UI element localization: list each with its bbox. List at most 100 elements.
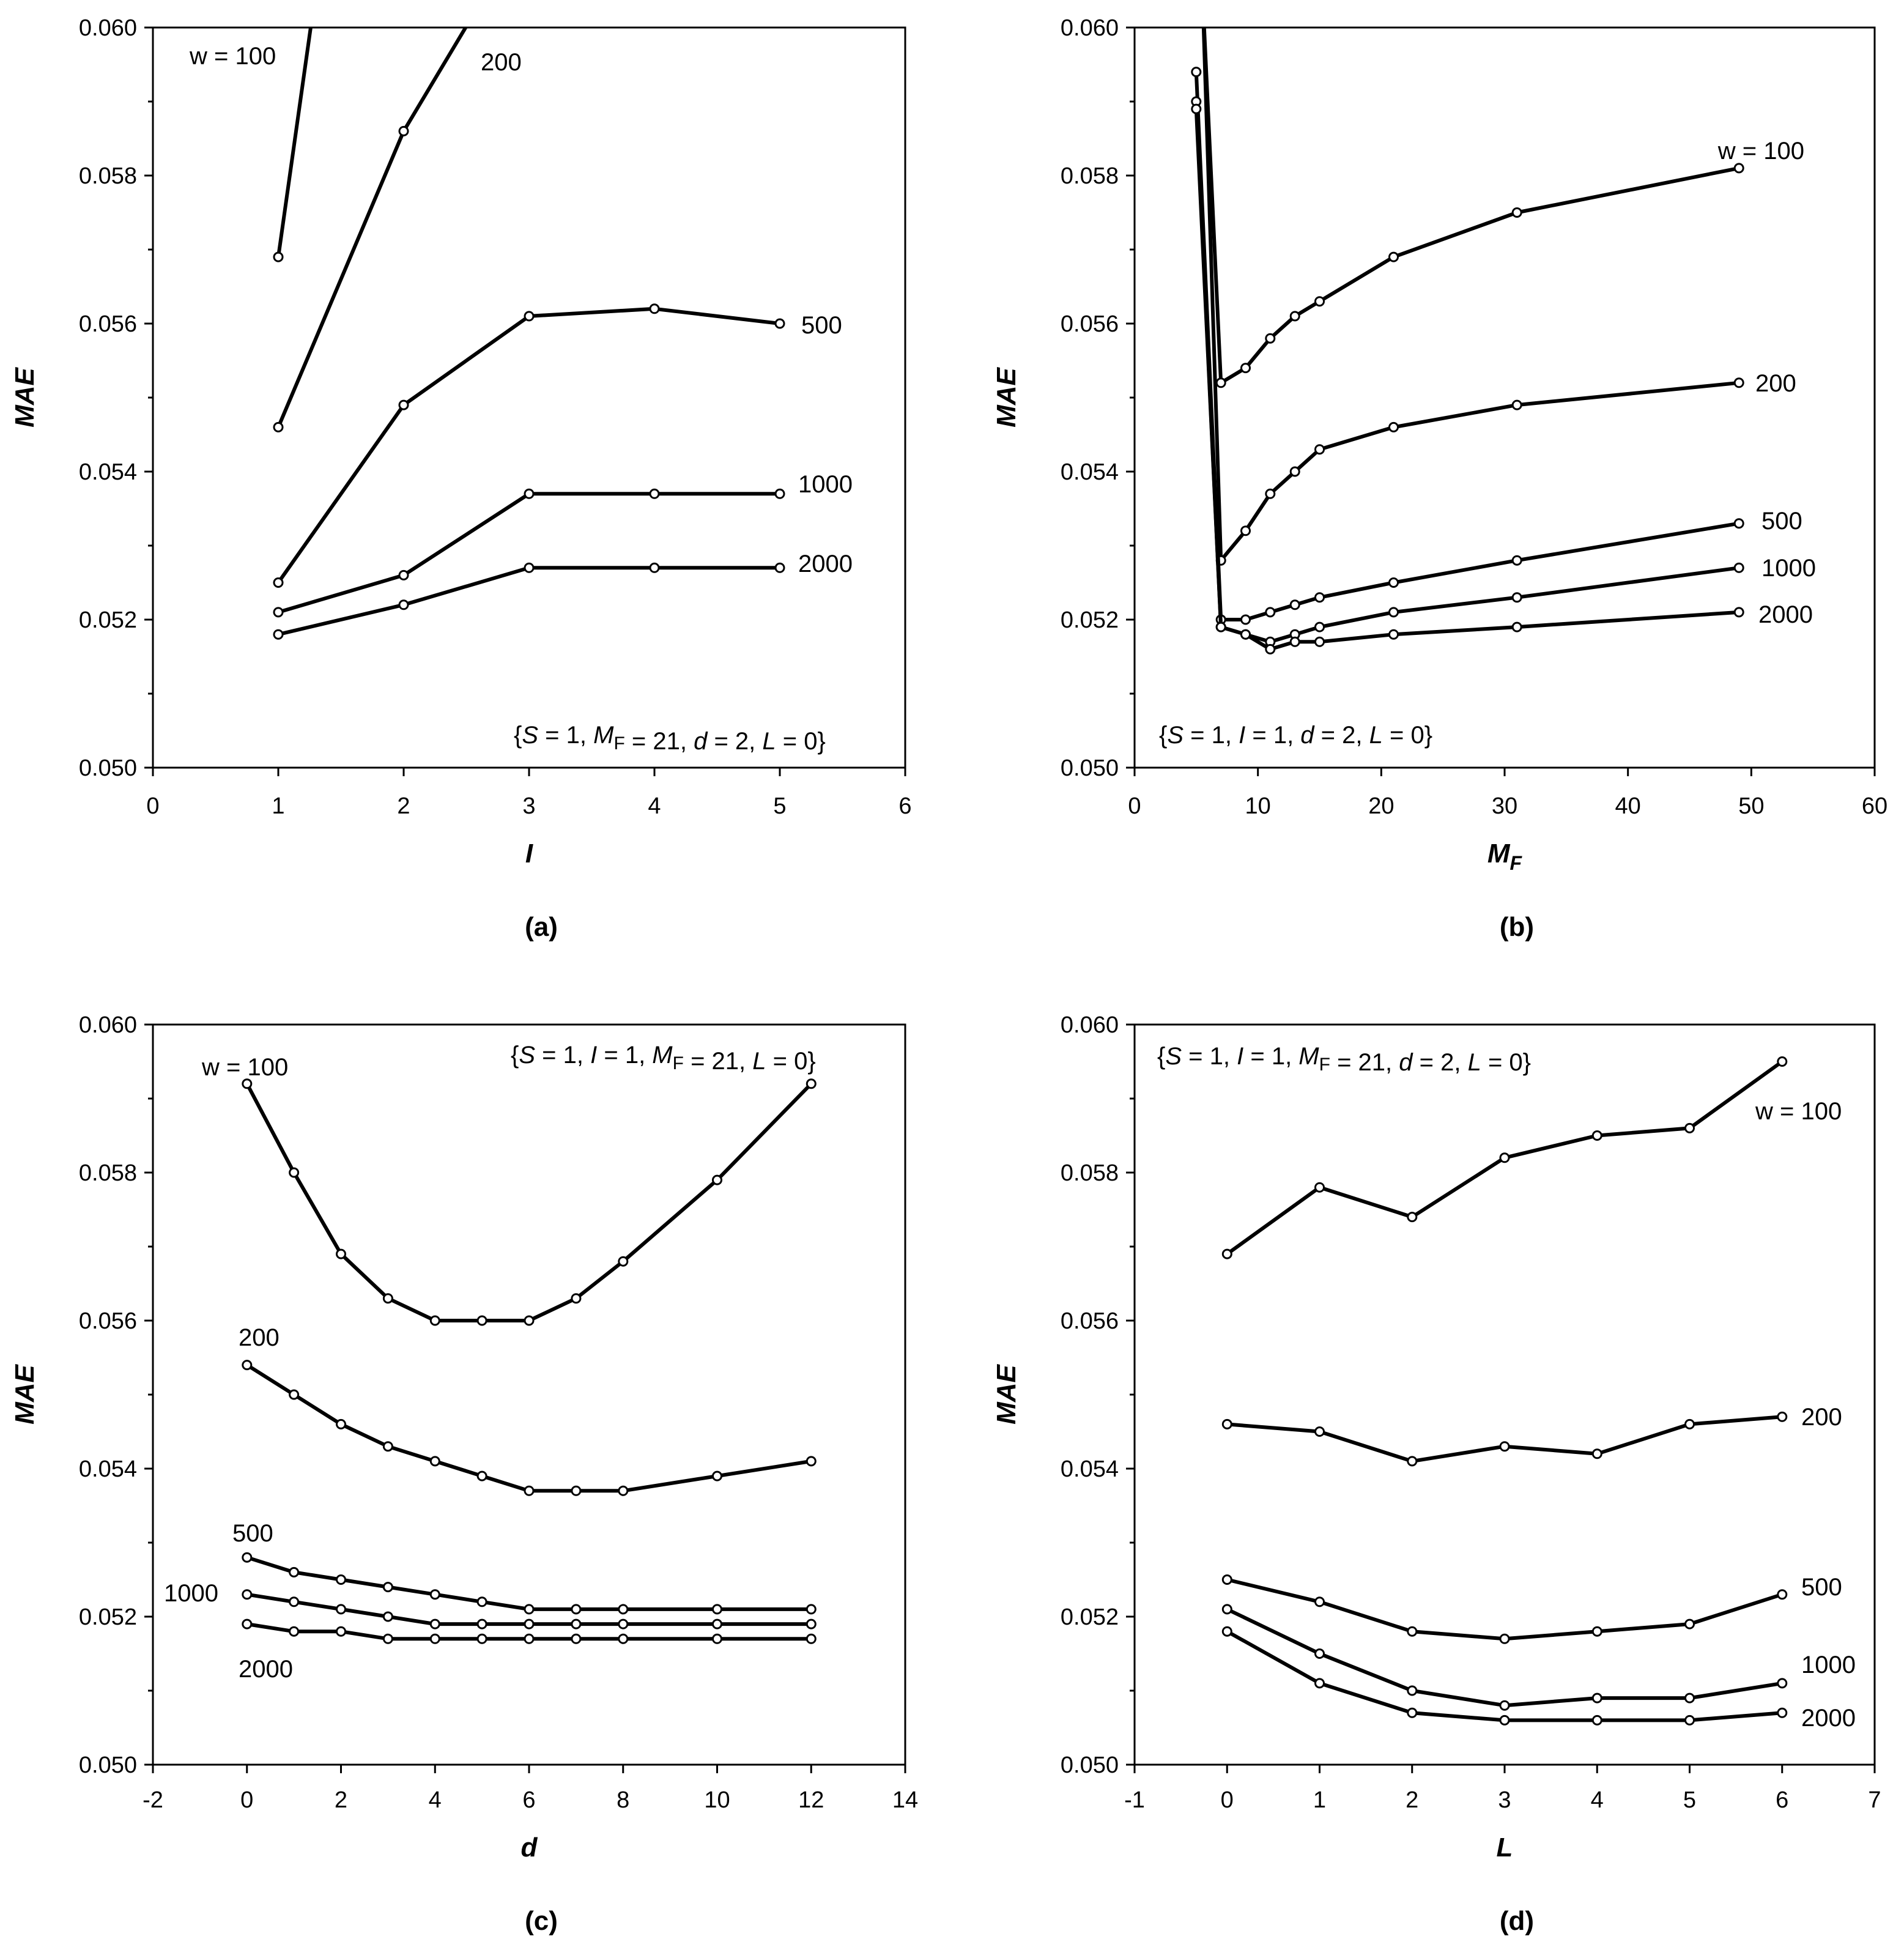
- y-tick-label: 0.050: [1061, 755, 1119, 781]
- x-tick-label: 6: [1776, 1787, 1788, 1813]
- y-axis-title: MAE: [10, 1363, 40, 1424]
- x-tick-label: 3: [1498, 1787, 1511, 1813]
- data-point: [1388, 577, 1399, 588]
- data-point: [476, 1618, 487, 1629]
- data-point: [1407, 1707, 1418, 1718]
- data-point: [1265, 643, 1276, 654]
- panel-caption: (d): [1500, 1906, 1534, 1936]
- data-point: [476, 1470, 487, 1481]
- y-tick-label: 0.050: [79, 1752, 137, 1778]
- data-point: [273, 421, 284, 432]
- x-axis-title: MF: [1487, 839, 1523, 874]
- data-point: [242, 1078, 253, 1089]
- data-point: [398, 125, 409, 136]
- series-label: 200: [1801, 1404, 1842, 1431]
- series-label: w = 100: [1717, 138, 1804, 165]
- data-point: [806, 1618, 817, 1629]
- data-point: [806, 1604, 817, 1615]
- data-point: [289, 1566, 300, 1577]
- y-tick-label: 0.060: [79, 1012, 137, 1038]
- data-point: [1289, 466, 1300, 477]
- x-tick-label: -1: [1124, 1787, 1145, 1813]
- panel-d: 0.050 0.052 0.054 0.056 0.058 0.060 -1 0 1 2 3 4 5 6 7…: [991, 1012, 1881, 1936]
- series-label: 500: [232, 1520, 273, 1547]
- data-point: [429, 1633, 440, 1644]
- data-point: [242, 1618, 253, 1629]
- data-point: [476, 1596, 487, 1607]
- data-point: [1314, 636, 1325, 647]
- x-tick-label: 10: [1245, 793, 1271, 819]
- data-point: [429, 1456, 440, 1467]
- data-point: [1221, 1248, 1232, 1259]
- series-label: w = 100: [1755, 1098, 1842, 1125]
- data-point: [1314, 621, 1325, 632]
- parameter-note: {S = 1, I = 1, MF = 21, d = 2, L = 0}: [1157, 1043, 1531, 1076]
- series-label: 2000: [1801, 1705, 1856, 1732]
- data-point: [712, 1174, 722, 1185]
- x-tick-label: 6: [898, 793, 911, 819]
- x-tick-label: 2: [1406, 1787, 1418, 1813]
- data-point: [429, 1618, 440, 1629]
- data-point: [1777, 1411, 1788, 1422]
- data-point: [336, 1604, 346, 1615]
- data-point: [1265, 607, 1276, 618]
- y-tick-label: 0.054: [1061, 1456, 1119, 1482]
- y-tick-label: 0.060: [1061, 1012, 1119, 1038]
- data-point: [476, 1315, 487, 1326]
- x-tick-label: 40: [1615, 793, 1641, 819]
- series-line-w100: [276, 28, 313, 258]
- data-point: [524, 1618, 535, 1629]
- data-point: [1314, 592, 1325, 603]
- y-tick-label: 0.056: [1061, 1308, 1119, 1334]
- data-point: [774, 318, 785, 329]
- data-point: [1591, 1692, 1602, 1703]
- data-point: [1511, 555, 1522, 566]
- data-point: [1191, 103, 1202, 114]
- data-point: [1733, 377, 1744, 388]
- y-tick-label: 0.050: [1061, 1752, 1119, 1778]
- x-tick-label: 6: [522, 1787, 535, 1813]
- x-tick-label: -2: [143, 1787, 163, 1813]
- y-tick-label: 0.054: [1061, 459, 1119, 485]
- data-point: [712, 1470, 722, 1481]
- data-point: [524, 1485, 535, 1496]
- data-point: [1314, 1678, 1325, 1689]
- data-point: [806, 1078, 817, 1089]
- parameter-note: {S = 1, I = 1, MF = 21, L = 0}: [511, 1042, 816, 1075]
- data-point: [382, 1633, 393, 1644]
- parameter-note: {S = 1, MF = 21, d = 2, L = 0}: [514, 722, 826, 755]
- data-point: [524, 1633, 535, 1644]
- data-point: [1407, 1456, 1418, 1467]
- data-point: [1777, 1589, 1788, 1600]
- data-point: [1289, 636, 1300, 647]
- y-tick-label: 0.058: [1061, 1160, 1119, 1186]
- data-point: [806, 1633, 817, 1644]
- x-tick-label: 12: [798, 1787, 824, 1813]
- data-point: [1591, 1130, 1602, 1141]
- data-point: [398, 399, 409, 410]
- data-point: [429, 1589, 440, 1600]
- data-point: [382, 1582, 393, 1593]
- data-point: [712, 1618, 722, 1629]
- x-tick-label: 60: [1862, 793, 1887, 819]
- y-tick-label: 0.060: [1061, 15, 1119, 41]
- y-tick-label: 0.052: [1061, 607, 1119, 633]
- data-point: [289, 1167, 300, 1178]
- x-tick-label: 4: [429, 1787, 442, 1813]
- y-tick-label: 0.052: [79, 607, 137, 633]
- data-point: [1733, 607, 1744, 618]
- series-label: 200: [481, 49, 522, 76]
- data-point: [1289, 311, 1300, 322]
- y-tick-label: 0.056: [1061, 311, 1119, 337]
- data-point: [1733, 518, 1744, 529]
- data-point: [1684, 1715, 1695, 1726]
- data-point: [774, 488, 785, 499]
- data-point: [1407, 1685, 1418, 1696]
- y-tick-label: 0.052: [1061, 1604, 1119, 1630]
- data-point: [571, 1293, 582, 1304]
- x-tick-label: 30: [1492, 793, 1517, 819]
- y-tick-label: 0.058: [79, 163, 137, 189]
- series-label: 1000: [798, 471, 853, 498]
- data-point: [1684, 1692, 1695, 1703]
- data-point: [1591, 1448, 1602, 1459]
